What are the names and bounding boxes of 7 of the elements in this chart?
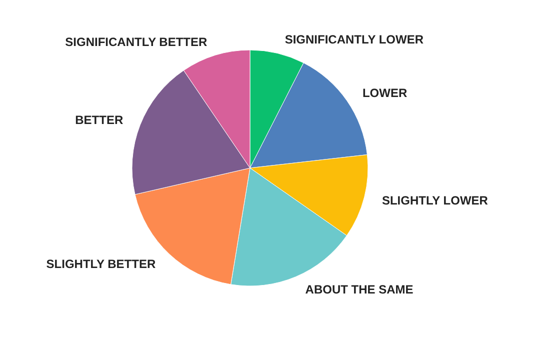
slice-label: SIGNIFICANTLY LOWER [284,32,424,47]
slice-label: LOWER [362,86,408,100]
slice-label: ABOUT THE SAME [305,282,414,297]
slice-label: SIGNIFICANTLY BETTER [65,34,208,49]
slice-label: SLIGHTLY BETTER [46,257,156,272]
slice-label: BETTER [75,112,124,127]
slice-label: SLIGHTLY LOWER [382,193,488,208]
